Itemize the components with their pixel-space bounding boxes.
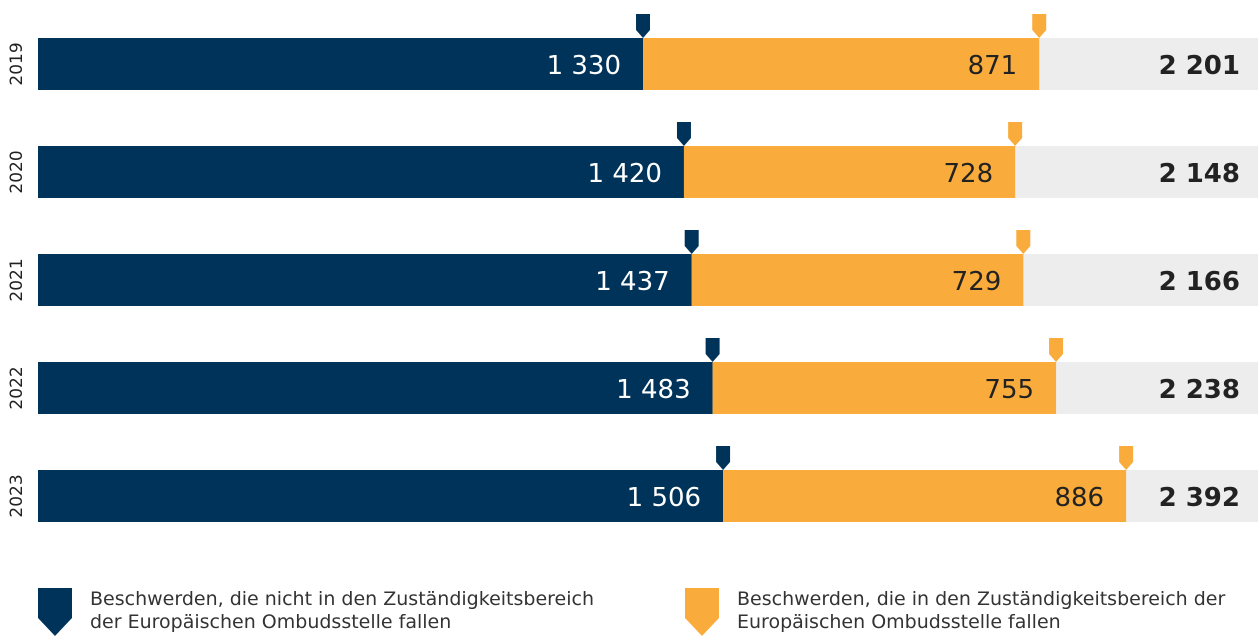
value-label: 1 437 [595, 267, 669, 297]
bar-segment [691, 254, 1024, 306]
legend-icon [685, 588, 719, 636]
value-label: 728 [943, 159, 993, 189]
value-label: 1 420 [588, 159, 662, 189]
bar-end-marker [705, 338, 720, 362]
legend-icon [38, 588, 72, 636]
total-label: 2 201 [1159, 51, 1240, 81]
category-label: 2021 [7, 258, 27, 301]
legend-label: Beschwerden, die in den Zuständigkeitsbe… [737, 588, 1226, 633]
category-label: 2023 [7, 474, 27, 517]
bar-end-marker [716, 446, 731, 470]
legend-item: Beschwerden, die nicht in den Zuständigk… [38, 588, 610, 636]
bar-segment [38, 470, 724, 522]
bar-segment [712, 362, 1057, 414]
bar-end-marker [1049, 338, 1064, 362]
value-label: 729 [952, 267, 1002, 297]
bar-end-marker [636, 14, 651, 38]
bar-segment [643, 38, 1040, 90]
bar-end-marker [1008, 122, 1023, 146]
bar-end-marker [1016, 230, 1031, 254]
category-label: 2020 [7, 150, 27, 193]
bar-segment [38, 146, 684, 198]
value-label: 1 483 [616, 375, 690, 405]
legend-item: Beschwerden, die in den Zuständigkeitsbe… [685, 588, 1257, 636]
bar-end-marker [1119, 446, 1134, 470]
bar-segment [38, 254, 692, 306]
category-label: 2022 [7, 366, 27, 409]
bar-segment [38, 38, 644, 90]
bar-end-marker [1032, 14, 1047, 38]
legend-label: Beschwerden, die nicht in den Zuständigk… [90, 588, 594, 633]
value-label: 886 [1054, 483, 1104, 513]
value-label: 1 330 [547, 51, 621, 81]
bar-segment [723, 470, 1127, 522]
bar-segment [38, 362, 713, 414]
bar-end-marker [676, 122, 691, 146]
total-label: 2 392 [1159, 483, 1240, 513]
value-label: 871 [968, 51, 1018, 81]
value-label: 1 506 [627, 483, 701, 513]
legend-swatch [685, 588, 719, 636]
bar-end-marker [684, 230, 699, 254]
total-label: 2 148 [1159, 159, 1240, 189]
total-label: 2 238 [1159, 375, 1240, 405]
category-label: 2019 [7, 42, 27, 85]
bar-segment [683, 146, 1016, 198]
value-label: 755 [984, 375, 1034, 405]
legend-swatch [38, 588, 72, 636]
total-label: 2 166 [1159, 267, 1240, 297]
